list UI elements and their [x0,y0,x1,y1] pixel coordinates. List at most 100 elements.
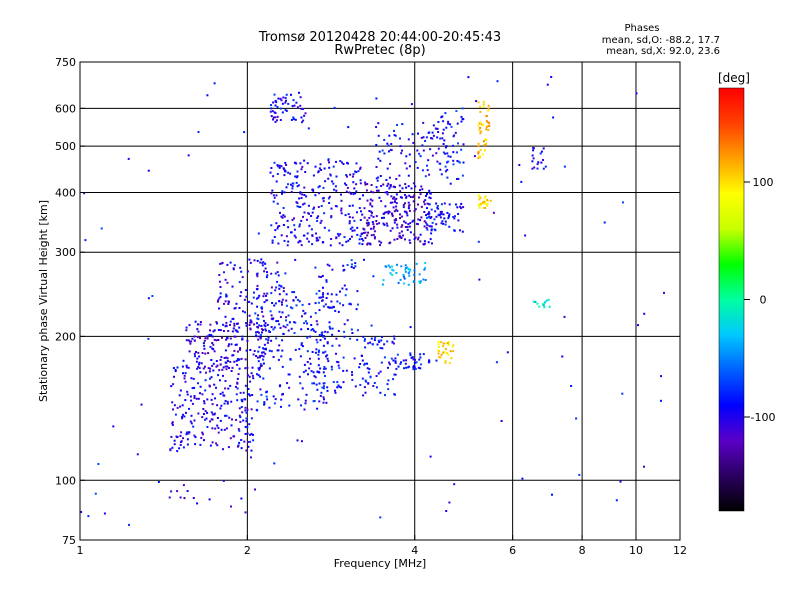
echo-point [251,366,254,369]
echo-point [178,394,181,397]
echo-point [181,415,184,418]
echo-point [448,501,451,504]
echo-point [352,173,355,176]
echo-point [457,160,460,163]
echo-point [536,167,539,170]
echo-point [281,365,284,368]
echo-point [240,406,243,408]
echo-point [182,413,185,416]
echo-point [426,169,429,172]
echo-point [420,136,423,139]
echo-point [229,437,232,440]
echo-point [276,173,279,175]
echo-point [317,364,320,367]
echo-point [477,240,480,243]
echo-point [462,161,465,164]
echo-point [183,374,186,377]
echo-point [403,277,406,280]
echo-point [485,138,488,141]
echo-point [185,411,187,414]
echo-point [479,132,482,135]
echo-point [233,324,236,327]
echo-point [341,287,344,290]
echo-point [358,366,361,369]
echo-point [445,145,448,148]
echo-point [225,325,228,327]
echo-point [531,154,534,157]
echo-point [336,381,339,384]
echo-point [478,206,481,209]
echo-point [383,223,386,226]
echo-point [147,337,150,340]
echo-point [428,131,431,134]
echo-point [230,343,233,346]
echo-point [248,375,251,378]
echo-point [496,80,499,83]
echo-point [435,223,438,226]
echo-point [284,101,287,104]
echo-point [272,175,275,178]
echo-point [176,366,179,369]
echo-point [366,243,369,246]
echo-point [361,232,364,235]
echo-point [289,358,292,361]
echo-point [169,449,172,452]
echo-point [193,335,196,338]
echo-point [417,132,419,135]
echo-point [444,152,447,155]
echo-point [249,319,252,322]
echo-point [363,216,366,219]
echo-point [136,453,139,456]
echo-point [375,215,378,218]
echo-point [355,183,358,186]
echo-point [199,443,202,446]
echo-point [423,220,426,223]
echo-point [488,125,491,127]
echo-point [278,310,281,313]
echo-point [477,194,480,197]
echo-point [492,211,495,214]
echo-point [372,215,375,218]
echo-point [382,212,385,215]
echo-point [478,198,481,201]
echo-point [428,203,431,206]
echo-point [412,366,415,369]
echo-point [195,397,198,400]
echo-point [311,351,314,353]
echo-point [235,343,238,346]
echo-point [272,328,275,331]
echo-point [422,353,425,356]
echo-point [220,428,223,431]
echo-point [302,234,305,237]
echo-point [286,219,289,222]
echo-point [257,296,260,299]
echo-point [532,149,535,152]
echo-point [326,341,329,344]
echo-point [303,312,306,315]
echo-point [337,310,340,313]
echo-point [408,153,411,156]
echo-point [543,306,546,309]
echo-point [442,120,445,123]
echo-point [388,361,391,364]
echo-point [422,136,425,139]
echo-point [351,175,354,178]
echo-point [212,343,215,346]
echo-point [196,336,199,338]
echo-point [197,351,200,354]
echo-point [413,238,416,240]
echo-point [296,205,299,208]
echo-point [387,366,389,369]
echo-point [259,333,262,336]
echo-point [428,191,431,194]
echo-point [239,348,241,351]
phases-heading: Phases [624,23,659,34]
echo-point [366,234,369,237]
echo-point [351,263,353,266]
echo-point [388,176,391,179]
echo-point [395,219,398,222]
echo-point [448,215,450,218]
echo-point [281,190,284,193]
echo-point [273,326,276,329]
echo-point [382,222,385,225]
